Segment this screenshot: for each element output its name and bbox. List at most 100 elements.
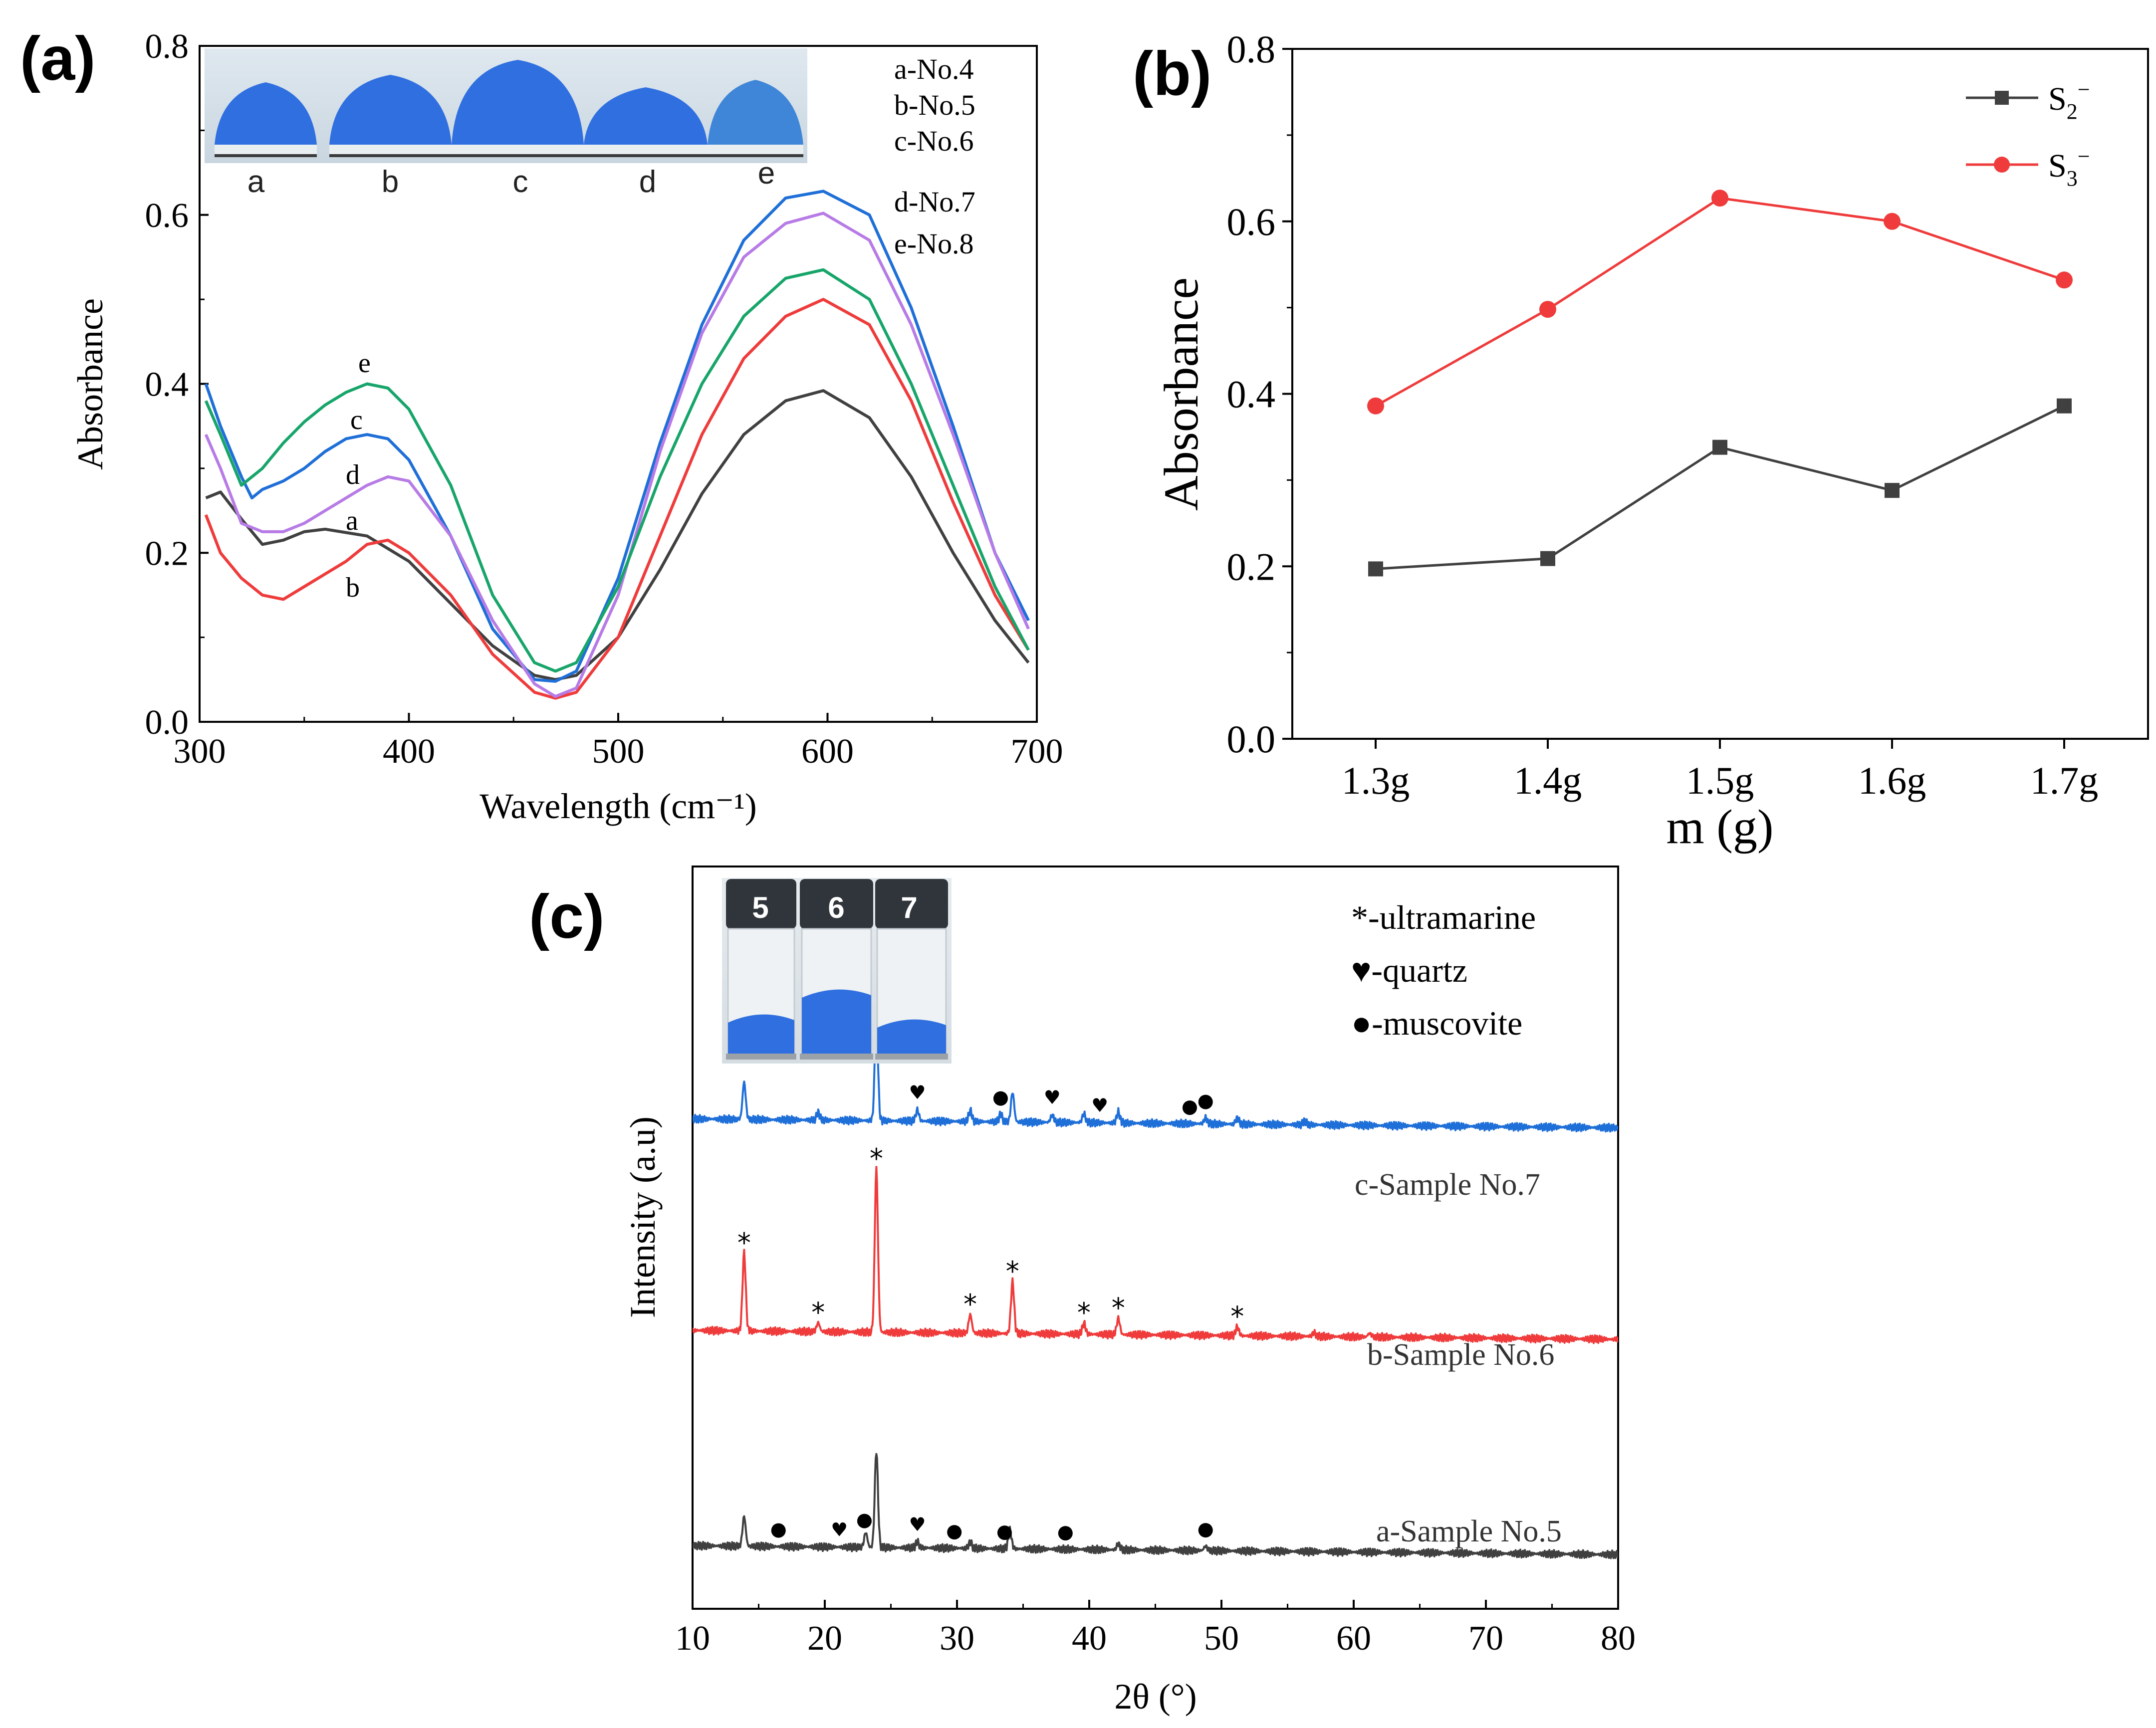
panel-b-label: (b) [1133,39,1211,108]
b-ytick-label: 0.8 [1227,27,1276,71]
c-peak-marker: * [811,1297,825,1328]
panel-c-series [693,1012,1618,1559]
c-peak-marker: * [963,1289,977,1320]
vial-cap-2 [875,879,948,929]
c-xtick-label: 30 [940,1619,974,1658]
a-xtick-label: 400 [383,732,435,771]
c-peak-marker: ● [770,1518,787,1540]
c-peak-marker: * [737,1227,751,1259]
panel-a-axes: 300 400 500 600 700 0.0 0.2 0.4 0.6 0.8 [145,27,1063,771]
a-xtick-label: 300 [174,732,226,771]
vial-label-5: 5 [752,891,768,924]
photo-label-b: b [382,165,399,199]
a-ytick-label: 0.6 [145,197,189,235]
a-series-line-1 [204,298,1030,700]
b-ytick-label: 0.2 [1227,545,1276,588]
b-point-s3 [1367,397,1384,415]
photo-pigment-3 [584,87,708,145]
b-ytick-label: 0.6 [1227,200,1276,243]
c-xtick-label: 10 [675,1619,710,1658]
vial-photo [726,879,948,1060]
photo-pigment-2 [452,60,584,145]
series-label-no5: a-Sample No.5 [1376,1514,1562,1548]
a-ytick-label: 0.2 [145,534,189,573]
c-peak-marker: ♥ [1044,1086,1061,1108]
vial-base-0 [726,1054,796,1060]
vial-base-1 [800,1054,873,1060]
c-peak-marker: * [1006,1256,1019,1287]
panel-b: (b) 1.3g 1.4g 1.5g 1.6g 1.7g0.00.20.40.60.8 … [1133,27,2149,854]
photo-dish-rim-2 [452,145,584,156]
c-peak-marker: ♥ [909,1513,926,1535]
c-series-line-1 [693,1166,1618,1344]
c-peak-marker: ● [992,1086,1009,1108]
b-point-s3 [1539,301,1556,318]
legend-s3-base: S [2048,148,2067,184]
panel-c-annotations: ♥ ● ♥ ♥ ●●****** * *● ♥ ● ♥ ● ● ● ● [737,1081,1244,1543]
a-xtick-label: 600 [801,732,854,771]
panel-c-label: (c) [529,882,605,951]
photo-label-c: c [513,165,528,199]
legend-d-no7: d-No.7 [894,186,975,218]
panel-b-axes: 1.3g 1.4g 1.5g 1.6g 1.7g 0.0 0.2 0.4 0.6 0.8 [1227,27,2099,802]
c-peak-marker: ● [1198,1517,1214,1539]
photo-pigment-0 [215,82,317,145]
legend-s3-marker [1994,157,2010,173]
c-xtick-label: 20 [807,1619,842,1658]
c-peak-marker: ♥ [831,1518,848,1540]
vial-pigment-1 [802,989,871,1056]
b-xtick-label: 1.3g [1342,759,1410,802]
c-peak-marker: ● [1198,1089,1214,1111]
legend-muscovite: ●-muscovite [1351,1004,1522,1042]
legend-quartz: ♥-quartz [1351,951,1467,989]
legend-s2-marker [1995,91,2009,105]
c-peak-marker: * [1230,1301,1244,1332]
c-xtick-label: 80 [1601,1619,1636,1658]
vial-cap-1 [800,879,873,929]
legend-a-no4: a-No.4 [894,53,973,85]
panel-b-frame [1291,48,2149,740]
panel-b-xlabel: m (g) [1667,800,1774,854]
series-label-no7: c-Sample No.7 [1355,1168,1540,1202]
a-series-line-4 [204,268,1030,673]
panel-c-legend: *-ultramarine ♥-quartz ●-muscovite [1351,898,1536,1042]
curve-label-d: d [346,459,360,490]
a-series-line-2 [204,190,1030,683]
photo-label-a: a [247,165,265,199]
curve-label-e: e [358,348,371,379]
c-xtick-label: 40 [1072,1619,1107,1658]
b-point-s2 [2057,398,2072,414]
b-series-line-0 [1375,405,2065,570]
photo-dish-rim-1 [329,145,452,156]
c-peak-marker: ● [996,1520,1013,1542]
c-peak-marker: ● [856,1509,873,1530]
b-xtick-label: 1.6g [1858,759,1926,802]
legend-s3-sup: − [2078,144,2090,169]
a-ytick-label: 0.8 [145,27,189,66]
c-xtick-label: 50 [1204,1619,1239,1658]
panel-b-series [1367,190,2073,577]
vial-label-7: 7 [901,891,917,924]
legend-s2-sub: 2 [2067,99,2078,124]
panel-b-ylabel: Absorbance [1155,277,1208,511]
legend-ultramarine: *-ultramarine [1351,898,1536,936]
photo-pigment-samples [215,60,803,157]
c-peak-marker: ● [1057,1521,1074,1543]
panel-c-ylabel: Intensity (a.u) [623,1116,663,1318]
c-series-line-0 [693,1012,1618,1133]
a-xtick-label: 700 [1011,732,1063,771]
panel-c-vial-inset: 5 6 7 [722,878,952,1064]
panel-b-legend: S2− S3− [1966,77,2090,191]
legend-s3-sub: 3 [2067,166,2078,191]
panel-a: (a) 300 400 500 600 700 0.0 0.2 0.4 0.6 0.8 Wavel… [20,24,1063,826]
curve-label-b: b [346,572,360,603]
b-ytick-label: 0.4 [1227,373,1276,416]
c-peak-marker: * [870,1143,883,1174]
photo-pigment-1 [329,75,452,145]
panel-a-series [204,190,1030,700]
panel-a-xlabel: Wavelength (cm⁻¹) [479,786,757,826]
legend-b-no5: b-No.5 [894,89,975,121]
panel-a-ylabel: Absorbance [70,298,110,470]
